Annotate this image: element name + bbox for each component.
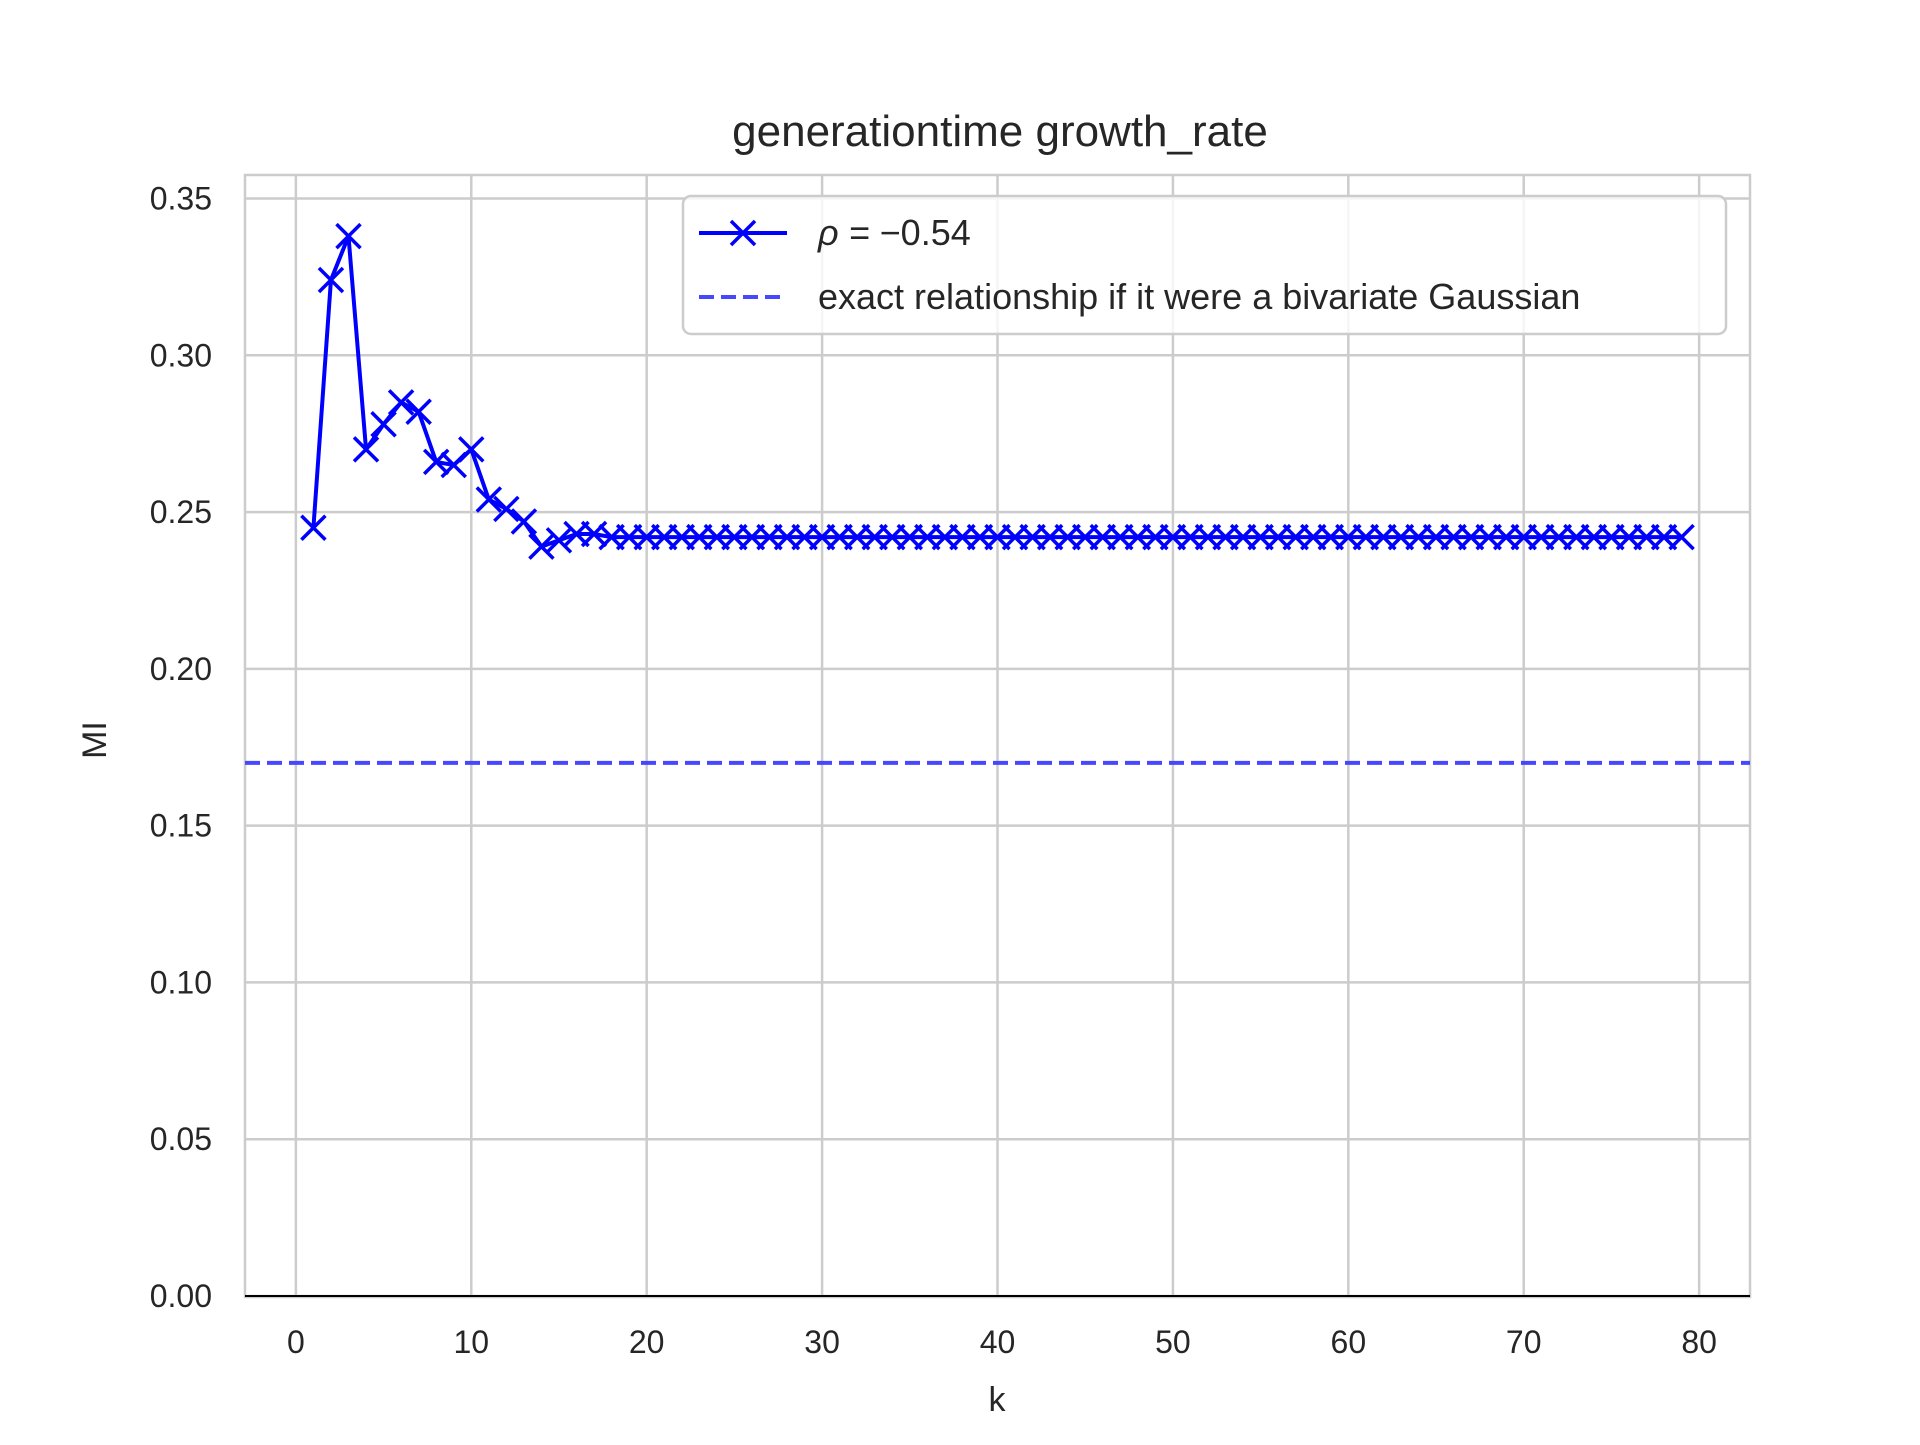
data-point [510,508,538,535]
y-tick-label: 0.10 [150,964,212,1000]
data-point [317,266,345,294]
legend-label-rho-prefix: ρ = [817,212,880,253]
y-axis-label: MI [76,721,114,759]
legend-label-rho: ρ = −0.54 [817,212,971,253]
data-point [528,533,555,560]
data-point [300,514,327,541]
y-tick-label: 0.05 [150,1121,212,1157]
x-tick-label: 40 [980,1324,1016,1360]
chart-title: generationtime growth_rate [732,107,1268,156]
y-tick-label: 0.30 [150,337,212,373]
x-tick-label: 80 [1681,1324,1717,1360]
x-tick-label: 0 [287,1324,305,1360]
data-point [545,527,573,554]
x-tick-label: 20 [629,1324,665,1360]
legend-frame [681,194,1728,336]
data-point [335,222,362,250]
series-layer [245,222,1750,765]
y-tick-label: 0.20 [150,651,212,687]
legend-label-rho-value: −0.54 [880,212,971,253]
legend: ρ = −0.54 exact relationship if it were … [681,194,1728,336]
y-tick-label: 0.15 [150,808,212,844]
data-point [370,411,397,438]
data-point [352,436,380,463]
grid [245,175,1750,1298]
data-point [387,389,415,416]
legend-marker-x [729,219,757,247]
x-tick-label: 10 [453,1324,489,1360]
y-tick-label: 0.00 [150,1278,212,1314]
y-tick-label: 0.25 [150,494,212,530]
x-tick-label: 70 [1506,1324,1542,1360]
x-tick-label: 60 [1331,1324,1367,1360]
x-axis-label: k [989,1381,1007,1419]
x-tick-label: 50 [1155,1324,1191,1360]
ticks: 0 10 20 30 40 50 60 70 80 0.00 0.05 0.10 0.15 0.20 0.2… [150,181,1717,1360]
legend-label-gaussian: exact relationship if it were a bivariat… [818,276,1580,317]
x-tick-label: 30 [804,1324,840,1360]
data-point [458,436,485,463]
y-tick-label: 0.35 [150,181,212,217]
data-point [1668,523,1695,551]
data-point [475,486,503,513]
legend-x-marker [729,219,757,247]
data-point [405,398,432,425]
data-point [493,495,520,523]
